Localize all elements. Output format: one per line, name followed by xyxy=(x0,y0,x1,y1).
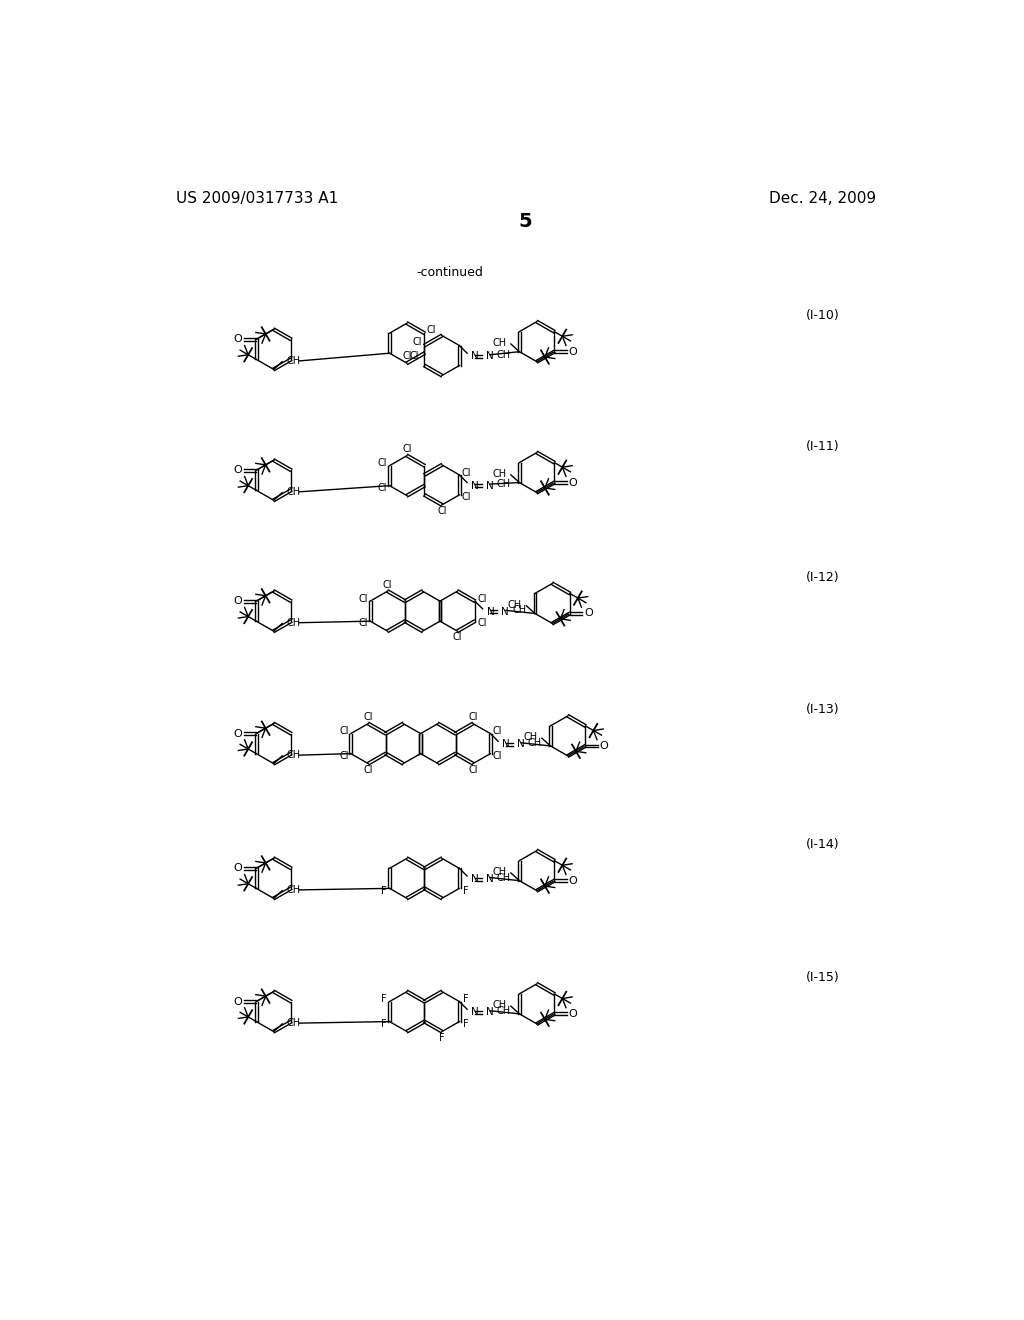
Text: O: O xyxy=(233,597,242,606)
Text: CH: CH xyxy=(287,618,301,628)
Text: F: F xyxy=(463,886,468,896)
Text: (I-13): (I-13) xyxy=(806,704,840,717)
Text: CH: CH xyxy=(287,884,301,895)
Text: N: N xyxy=(501,607,509,616)
Text: N: N xyxy=(485,351,494,362)
Text: N: N xyxy=(471,1007,479,1018)
Text: CH: CH xyxy=(287,750,301,760)
Text: F: F xyxy=(463,1019,468,1028)
Text: CH: CH xyxy=(497,350,511,360)
Text: F: F xyxy=(439,1032,444,1043)
Text: CH: CH xyxy=(523,733,538,742)
Text: N: N xyxy=(517,739,524,750)
Text: US 2009/0317733 A1: US 2009/0317733 A1 xyxy=(176,191,338,206)
Text: 5: 5 xyxy=(518,213,531,231)
Text: CH: CH xyxy=(493,1001,506,1010)
Text: O: O xyxy=(584,609,593,619)
Text: O: O xyxy=(233,997,242,1007)
Text: (I-10): (I-10) xyxy=(806,309,840,322)
Text: Cl: Cl xyxy=(339,726,348,737)
Text: Cl: Cl xyxy=(477,594,486,603)
Text: Cl: Cl xyxy=(462,492,471,502)
Text: Cl: Cl xyxy=(383,579,392,590)
Text: Cl: Cl xyxy=(358,619,368,628)
Text: CH: CH xyxy=(527,738,542,748)
Text: O: O xyxy=(568,875,578,886)
Text: CH: CH xyxy=(497,1006,511,1016)
Text: Cl: Cl xyxy=(468,764,478,775)
Text: Cl: Cl xyxy=(437,506,446,516)
Text: CH: CH xyxy=(493,469,506,479)
Text: N: N xyxy=(471,874,479,884)
Text: O: O xyxy=(568,478,578,487)
Text: Cl: Cl xyxy=(413,338,422,347)
Text: O: O xyxy=(568,1008,578,1019)
Text: O: O xyxy=(233,465,242,475)
Text: O: O xyxy=(233,729,242,739)
Text: CH: CH xyxy=(493,867,506,878)
Text: Cl: Cl xyxy=(477,619,486,628)
Text: CH: CH xyxy=(493,338,506,348)
Text: O: O xyxy=(600,741,608,751)
Text: Cl: Cl xyxy=(427,325,436,335)
Text: Dec. 24, 2009: Dec. 24, 2009 xyxy=(769,191,876,206)
Text: N: N xyxy=(471,480,479,491)
Text: O: O xyxy=(233,863,242,874)
Text: Cl: Cl xyxy=(339,751,348,760)
Text: Cl: Cl xyxy=(402,445,412,454)
Text: F: F xyxy=(463,994,468,1005)
Text: CH: CH xyxy=(287,1018,301,1028)
Text: Cl: Cl xyxy=(402,351,412,362)
Text: (I-12): (I-12) xyxy=(806,570,840,583)
Text: F: F xyxy=(381,994,386,1005)
Text: (I-15): (I-15) xyxy=(806,972,840,985)
Text: F: F xyxy=(381,886,386,896)
Text: (I-14): (I-14) xyxy=(806,838,840,851)
Text: Cl: Cl xyxy=(364,764,373,775)
Text: CH: CH xyxy=(508,601,522,610)
Text: N: N xyxy=(485,480,494,491)
Text: Cl: Cl xyxy=(493,751,502,760)
Text: CH: CH xyxy=(287,356,301,366)
Text: Cl: Cl xyxy=(462,467,471,478)
Text: CH: CH xyxy=(512,606,526,615)
Text: F: F xyxy=(381,1019,386,1028)
Text: N: N xyxy=(485,1007,494,1018)
Text: O: O xyxy=(233,334,242,345)
Text: Cl: Cl xyxy=(453,632,462,643)
Text: Cl: Cl xyxy=(378,483,387,492)
Text: Cl: Cl xyxy=(493,726,502,737)
Text: N: N xyxy=(485,874,494,884)
Text: Cl: Cl xyxy=(378,458,387,469)
Text: Cl: Cl xyxy=(358,594,368,603)
Text: N: N xyxy=(486,607,495,616)
Text: N: N xyxy=(471,351,479,362)
Text: CH: CH xyxy=(497,873,511,883)
Text: -continued: -continued xyxy=(416,265,483,279)
Text: CH: CH xyxy=(497,479,511,490)
Text: (I-11): (I-11) xyxy=(806,440,840,453)
Text: Cl: Cl xyxy=(468,713,478,722)
Text: N: N xyxy=(502,739,510,750)
Text: CH: CH xyxy=(287,487,301,496)
Text: Cl: Cl xyxy=(364,713,373,722)
Text: Cl: Cl xyxy=(410,351,419,360)
Text: O: O xyxy=(568,347,578,356)
